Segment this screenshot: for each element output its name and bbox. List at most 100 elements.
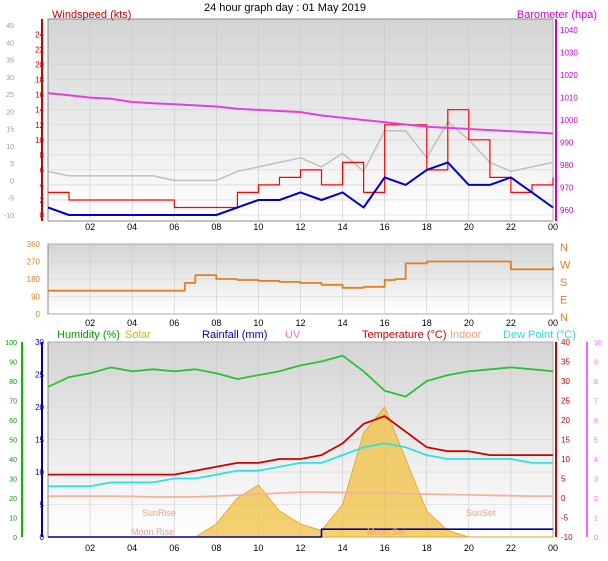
- direction-compass-label: W: [560, 260, 571, 272]
- temp-y-tick-label: 0: [561, 494, 566, 503]
- temperature-x-tick-label: 00: [548, 543, 558, 553]
- wind-y-tick-label: 18: [35, 76, 44, 85]
- temp-y-tick-label: 5: [561, 475, 566, 484]
- temperature-x-tick-label: 10: [253, 543, 263, 553]
- direction-x-tick-label: 12: [295, 318, 305, 328]
- temperature-x-tick-label: 14: [338, 543, 348, 553]
- legend-dewpoint: Dew Point (°C): [503, 329, 576, 341]
- wind-outer-tick-label: 40: [6, 40, 14, 47]
- baro-y-tick-label: 960: [560, 206, 574, 215]
- sunrise-label: SunRise: [142, 508, 176, 518]
- wind-x-tick-label: 18: [422, 222, 432, 232]
- direction-line: [48, 260, 554, 292]
- wind-outer-tick-label: 25: [6, 92, 14, 99]
- wind-x-tick-label: 20: [464, 222, 474, 232]
- wind-y-tick-label: 16: [35, 91, 44, 100]
- direction-x-tick-label: 06: [169, 318, 179, 328]
- temperature-axes: 0510152025300102030405060708090100-10-50…: [5, 338, 602, 542]
- wind-x-tick-label: 06: [169, 222, 179, 232]
- temperature-x-tick-label: 08: [211, 543, 221, 553]
- wind-outer-tick-label: 0: [10, 178, 14, 185]
- wind-outer-tick-label: 30: [6, 75, 14, 82]
- uv-y-tick-label: 7: [594, 399, 598, 406]
- direction-compass-label: N: [560, 242, 568, 254]
- direction-x-tick-label: 08: [211, 318, 221, 328]
- wind-x-tick-label: 14: [338, 222, 348, 232]
- temperature-x-tick-label: 22: [506, 543, 516, 553]
- legend-indoor: Indoor: [450, 329, 482, 341]
- sunset-label: SunSet: [466, 508, 496, 518]
- gust-line: [48, 109, 554, 209]
- direction-y-tick-label: 180: [27, 275, 41, 284]
- rain-y-tick-label: 30: [35, 338, 44, 347]
- temperature-x-tick-label: 06: [169, 543, 179, 553]
- humidity-y-tick-label: 30: [9, 477, 17, 484]
- temp-y-tick-label: 10: [561, 455, 570, 464]
- humidity-y-tick-label: 70: [9, 399, 17, 406]
- uv-y-tick-label: 10: [594, 340, 602, 347]
- rain-y-tick-label: 20: [35, 403, 44, 412]
- wind-y-tick-label: 14: [35, 106, 44, 115]
- direction-y-tick-label: 270: [27, 258, 41, 267]
- rain-y-tick-label: 0: [40, 533, 45, 542]
- wind-outer-tick-label: 35: [6, 58, 14, 65]
- temp-y-tick-label: 40: [561, 338, 570, 347]
- wind-outer-tick-label: 15: [6, 127, 14, 134]
- legend-rainfall: Rainfall (mm): [202, 329, 267, 341]
- wind-y-tick-label: 22: [35, 46, 44, 55]
- wind-y-tick-label: 12: [35, 121, 44, 130]
- direction-compass-label: E: [560, 295, 567, 307]
- wind-y-tick-label: 24: [35, 31, 44, 40]
- temperature-x-tick-label: 04: [127, 543, 137, 553]
- humidity-y-tick-label: 10: [9, 516, 17, 523]
- humidity-y-tick-label: 20: [9, 496, 17, 503]
- wind-x-tick-label: 00: [548, 222, 558, 232]
- direction-y-tick-label: 0: [36, 310, 41, 319]
- wind-x-tick-label: 22: [506, 222, 516, 232]
- temp-y-tick-label: 30: [561, 377, 570, 386]
- wind-x-tick-label: 04: [127, 222, 137, 232]
- direction-compass-label: N: [560, 312, 568, 324]
- graph-title: 24 hour graph day : 01 May 2019: [204, 2, 366, 14]
- rainfall-line: [48, 528, 553, 538]
- direction-x-tick-label: 00: [548, 318, 558, 328]
- humidity-y-tick-label: 50: [9, 438, 17, 445]
- temperature-x-tick-label: 20: [464, 543, 474, 553]
- legend-humidity: Humidity (%): [57, 329, 120, 341]
- humidity-y-tick-label: 100: [5, 340, 17, 347]
- wind-outer-tick-label: 45: [6, 23, 14, 30]
- direction-x-tick-label: 02: [85, 318, 95, 328]
- baro-y-tick-label: 980: [560, 161, 574, 170]
- wind-x-tick-label: 16: [380, 222, 390, 232]
- direction-x-tick-label: 04: [127, 318, 137, 328]
- temp-y-tick-label: 35: [561, 358, 570, 367]
- uv-y-tick-label: 5: [594, 438, 598, 445]
- direction-x-tick-label: 10: [253, 318, 263, 328]
- uv-y-tick-label: 2: [594, 496, 598, 503]
- humidity-y-tick-label: 60: [9, 418, 17, 425]
- wind-x-tick-label: 10: [253, 222, 263, 232]
- wind-y-tick-label: 10: [35, 136, 44, 145]
- wind-series: [47, 92, 554, 216]
- baro-y-tick-label: 1010: [560, 94, 578, 103]
- legend-uv: UV: [285, 329, 301, 341]
- moonset-label: Moon Set: [367, 527, 406, 537]
- baro-y-tick-label: 1020: [560, 71, 578, 80]
- direction-x-tick-label: 22: [506, 318, 516, 328]
- legend-temperature: Temperature (°C): [362, 329, 446, 341]
- dewpoint-line: [48, 442, 553, 488]
- direction-x-tick-label: 14: [338, 318, 348, 328]
- direction-x-tick-label: 20: [464, 318, 474, 328]
- temp-y-tick-label: 20: [561, 416, 570, 425]
- uv-y-tick-label: 8: [594, 379, 598, 386]
- wind-axis-label: Windspeed (kts): [52, 9, 131, 21]
- windspeed-line: [47, 161, 554, 216]
- direction-y-tick-label: 360: [27, 240, 41, 249]
- temp-y-tick-label: -5: [561, 514, 569, 523]
- astro-annotations: SunRise SunSet Moon Rise Moon Set: [131, 508, 496, 537]
- wind-outer-tick-label: 5: [10, 161, 14, 168]
- temperature-x-tick-label: 16: [380, 543, 390, 553]
- rain-y-tick-label: 25: [35, 371, 44, 380]
- baro-y-tick-label: 970: [560, 183, 574, 192]
